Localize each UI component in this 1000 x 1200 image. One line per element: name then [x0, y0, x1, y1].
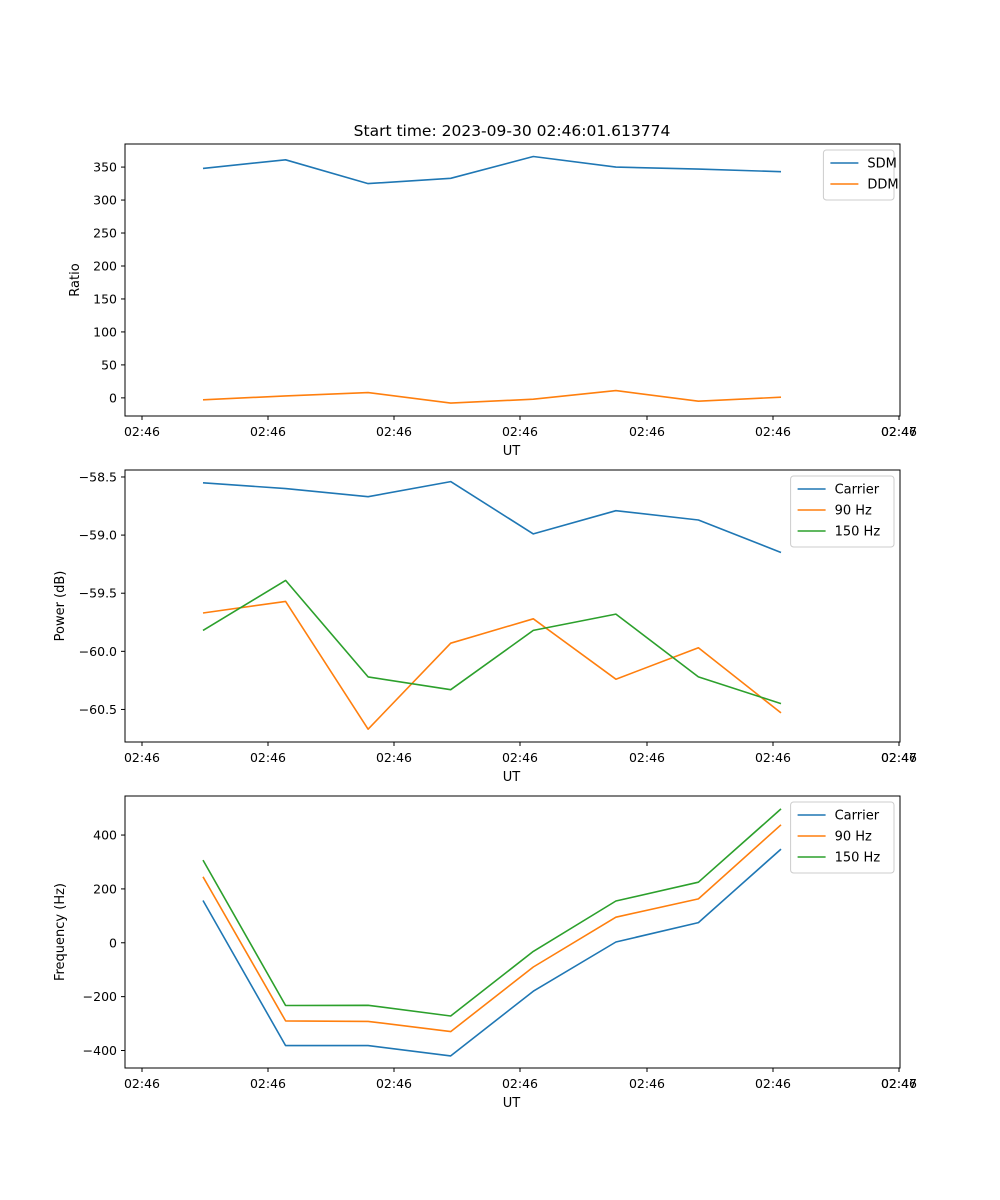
legend-label: DDM	[867, 178, 898, 193]
y-tick-label: 400	[93, 828, 117, 843]
y-tick-label: −59.5	[79, 586, 117, 601]
x-tick-label: 02:46	[376, 750, 412, 765]
x-tick-label: 02:46	[629, 424, 665, 439]
series-line-carrier	[202, 480, 782, 554]
x-tick-label: 02:46	[124, 750, 160, 765]
legend-label: 90 Hz	[835, 504, 872, 519]
x-axis-label: UT	[503, 444, 521, 459]
x-tick-label: 02:46	[755, 750, 791, 765]
x-tick-label: 02:46	[376, 424, 412, 439]
legend: SDM DDM	[822, 149, 899, 201]
series-line-150-hz	[202, 579, 782, 705]
y-tick-label: −400	[83, 1043, 117, 1058]
x-tick-label: 02:46	[250, 750, 286, 765]
legend-label: SDM	[867, 157, 896, 172]
series-line-150-hz	[202, 808, 782, 1017]
series-line-90-hz	[202, 824, 782, 1033]
y-tick-label: −60.5	[79, 702, 117, 717]
series-line-carrier	[202, 848, 782, 1057]
axes-frame	[124, 795, 901, 1069]
y-tick-label: 200	[93, 881, 117, 896]
figure-title: Start time: 2023-09-30 02:46:01.613774	[354, 122, 671, 140]
x-tick-label: 02:46	[629, 1076, 665, 1091]
legend-label: 150 Hz	[835, 851, 881, 866]
subplot-1: 02:46 02:46 02:46 02:46 02:46 02:46 02:4602:47…	[68, 143, 917, 459]
x-tick-label: 02:46	[629, 750, 665, 765]
legend: Carrier 90 Hz 150 Hz	[790, 475, 895, 548]
x-tick-label: 02:46	[124, 1076, 160, 1091]
y-tick-label: 150	[93, 291, 117, 306]
series-line-90-hz	[202, 600, 782, 731]
y-tick-label: 300	[93, 193, 117, 208]
subplot-3: 02:46 02:46 02:46 02:46 02:46 02:46 02:4602:47…	[53, 795, 917, 1111]
x-tick-label: 02:46	[881, 1076, 917, 1091]
axes-frame	[124, 143, 901, 417]
series-line-ddm	[202, 389, 782, 404]
y-tick-label: 0	[109, 935, 117, 950]
y-tick-label: 50	[101, 357, 117, 372]
x-axis-label: UT	[503, 1096, 521, 1111]
x-tick-label: 02:47	[881, 424, 917, 439]
y-tick-label: −200	[83, 989, 117, 1004]
x-tick-label: 02:46	[250, 1076, 286, 1091]
y-tick-label: 100	[93, 324, 117, 339]
y-axis-label: Frequency (Hz)	[53, 883, 68, 981]
x-tick-label: 02:47	[881, 750, 917, 765]
x-tick-label: 02:46	[502, 750, 538, 765]
subplots: 02:46 02:46 02:46 02:46 02:46 02:46 02:4602:47…	[53, 143, 917, 1111]
x-tick-label: 02:46	[124, 424, 160, 439]
legend-label: 90 Hz	[835, 830, 872, 845]
axes-frame	[124, 469, 901, 743]
y-tick-label: 0	[109, 390, 117, 405]
series-line-sdm	[202, 155, 782, 185]
legend-label: 150 Hz	[835, 525, 881, 540]
subplot-2: 02:46 02:46 02:46 02:46 02:46 02:46 02:4602:47…	[53, 469, 917, 785]
x-tick-label: 02:46	[376, 1076, 412, 1091]
y-tick-label: 350	[93, 160, 117, 175]
x-tick-label: 02:46	[755, 1076, 791, 1091]
y-axis-label: Ratio	[68, 263, 83, 296]
y-tick-label: −58.5	[79, 469, 117, 484]
legend: Carrier 90 Hz 150 Hz	[790, 801, 895, 874]
x-axis-label: UT	[503, 770, 521, 785]
legend-frame	[790, 475, 895, 548]
y-tick-label: 200	[93, 258, 117, 273]
y-tick-label: −60.0	[79, 644, 117, 659]
y-tick-label: −59.0	[79, 528, 117, 543]
legend-label: Carrier	[835, 809, 880, 824]
x-tick-label: 02:46	[502, 424, 538, 439]
x-tick-label: 02:46	[250, 424, 286, 439]
x-tick-label: 02:47	[881, 1076, 917, 1091]
y-axis-label: Power (dB)	[53, 571, 68, 642]
x-tick-label: 02:46	[502, 1076, 538, 1091]
x-tick-label: 02:46	[755, 424, 791, 439]
x-tick-label: 02:46	[881, 750, 917, 765]
legend-label: Carrier	[835, 483, 880, 498]
y-tick-label: 250	[93, 226, 117, 241]
legend-frame	[790, 801, 895, 874]
x-tick-label: 02:46	[881, 424, 917, 439]
